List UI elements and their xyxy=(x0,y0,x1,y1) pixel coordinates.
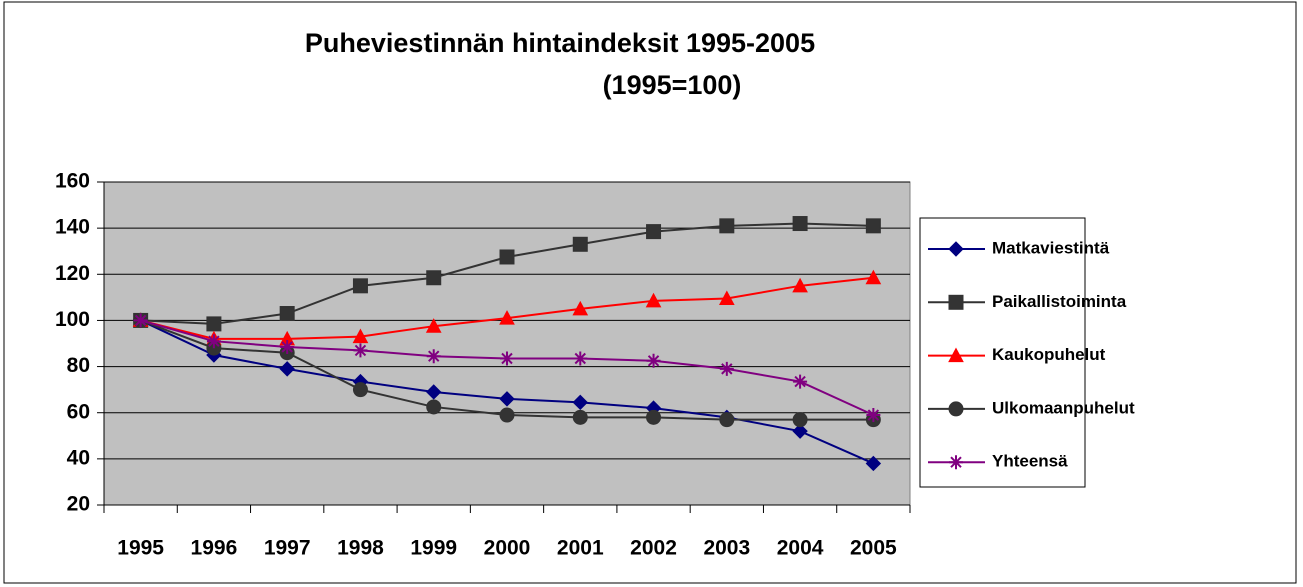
legend-marker xyxy=(948,347,964,363)
x-tick-label: 2005 xyxy=(850,537,897,560)
legend-marker xyxy=(948,241,964,257)
y-tick-label: 40 xyxy=(67,446,90,469)
data-point xyxy=(866,408,881,423)
x-tick-label: 1995 xyxy=(117,537,164,560)
y-tick-label: 80 xyxy=(67,354,90,377)
x-tick-label: 2001 xyxy=(557,537,604,560)
data-point xyxy=(645,292,662,308)
y-tick-label: 20 xyxy=(67,493,90,516)
x-tick-label: 1999 xyxy=(410,537,457,560)
y-tick-label: 100 xyxy=(55,308,90,331)
data-point xyxy=(792,277,808,293)
data-point xyxy=(499,391,515,407)
legend xyxy=(919,217,1086,488)
data-point xyxy=(353,343,368,358)
data-point xyxy=(792,423,808,439)
data-point xyxy=(646,353,661,368)
x-tick-label: 2002 xyxy=(630,537,677,560)
data-point xyxy=(426,349,441,364)
y-tick-label: 120 xyxy=(55,262,90,285)
legend-label: Kaukopuhelut xyxy=(992,345,1106,364)
data-point xyxy=(646,224,662,240)
x-tick-label: 2004 xyxy=(777,537,824,560)
data-point xyxy=(865,218,881,234)
data-point xyxy=(572,300,589,316)
data-point xyxy=(352,382,368,398)
plot-area xyxy=(103,181,911,506)
chart-title: Puheviestinnän hintaindeksit 1995-2005 xyxy=(305,28,815,58)
data-point xyxy=(499,407,515,423)
legend-marker xyxy=(948,401,964,417)
data-point xyxy=(718,290,735,306)
legend-label: Matkaviestintä xyxy=(992,238,1110,257)
data-point xyxy=(352,278,368,294)
data-point xyxy=(719,361,734,376)
data-point xyxy=(280,339,295,354)
data-point xyxy=(426,270,442,286)
legend-label: Paikallistoiminta xyxy=(992,292,1127,311)
data-point xyxy=(573,351,588,366)
data-point xyxy=(646,409,662,425)
data-point xyxy=(865,455,882,472)
data-point xyxy=(792,412,808,428)
data-point xyxy=(499,249,515,265)
data-point xyxy=(206,334,221,349)
x-tick-label: 2000 xyxy=(484,537,531,560)
data-point xyxy=(572,236,588,252)
y-tick-label: 160 xyxy=(55,170,90,193)
data-point xyxy=(206,316,222,332)
data-point xyxy=(793,374,808,389)
data-point xyxy=(279,361,295,377)
data-point xyxy=(719,218,735,234)
legend-marker xyxy=(949,455,963,470)
legend-label: Ulkomaanpuhelut xyxy=(992,398,1135,417)
data-point xyxy=(425,318,442,333)
x-tick-label: 1996 xyxy=(191,537,238,560)
data-point xyxy=(499,310,515,325)
legend-marker xyxy=(948,294,964,310)
legend-label: Yhteensä xyxy=(992,452,1068,471)
x-tick-label: 1997 xyxy=(264,537,311,560)
data-point xyxy=(279,306,295,322)
data-point xyxy=(719,412,735,428)
data-point xyxy=(865,269,882,285)
y-tick-label: 140 xyxy=(55,216,90,239)
data-point xyxy=(572,394,588,411)
data-point xyxy=(572,409,588,425)
x-tick-label: 1998 xyxy=(337,537,384,560)
data-point xyxy=(426,384,442,400)
x-tick-label: 2003 xyxy=(703,537,750,560)
chart-subtitle: (1995=100) xyxy=(603,70,742,100)
data-point xyxy=(792,216,808,232)
data-point xyxy=(500,351,514,366)
data-point xyxy=(352,328,369,344)
y-tick-label: 60 xyxy=(67,400,90,423)
data-point xyxy=(426,399,442,415)
data-point xyxy=(133,313,148,328)
